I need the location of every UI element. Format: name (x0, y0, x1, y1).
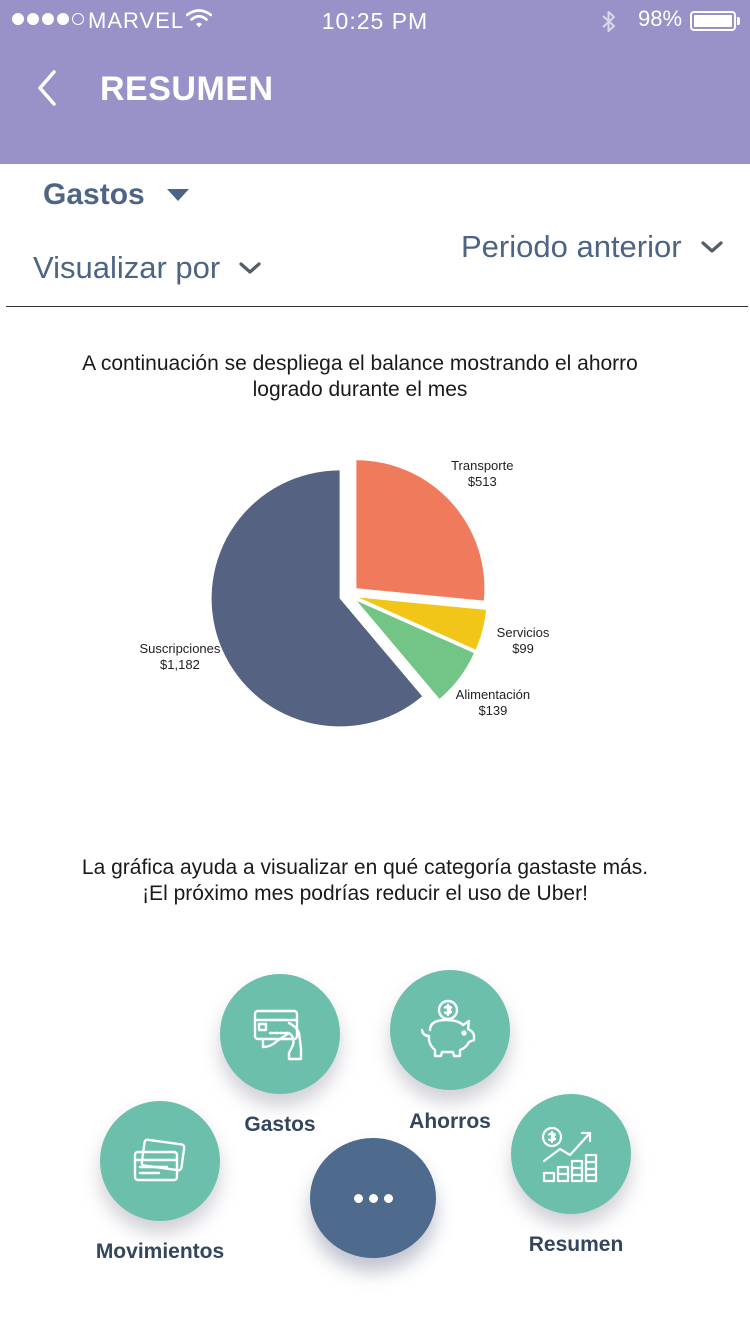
back-button[interactable] (30, 66, 70, 110)
status-time: 10:25 PM (321, 8, 429, 34)
battery-percentage: 98% (638, 6, 683, 31)
view-by-dropdown[interactable]: Visualizar por (33, 250, 262, 286)
pie-value-suscripciones: $1,182 (160, 657, 200, 672)
menu-gastos-label[interactable]: Gastos (244, 1113, 316, 1136)
page-title: RESUMEN (100, 70, 274, 108)
menu-resumen-label[interactable]: Resumen (528, 1233, 624, 1256)
pie-value-servicios: $99 (512, 641, 534, 656)
menu-movimientos-label[interactable]: Movimientos (95, 1240, 225, 1263)
menu-gastos-button[interactable] (220, 974, 340, 1094)
cards-icon (133, 1138, 186, 1182)
menu-ahorros-button[interactable] (390, 970, 510, 1090)
signal-strength-icon (12, 13, 84, 25)
bluetooth-icon (602, 11, 615, 32)
more-dots-icon (383, 1193, 393, 1203)
expenses-pie-chart: Transporte$513Servicios$99Alimentación$1… (139, 458, 550, 727)
battery-tip (737, 17, 740, 25)
app-header: MARVEL 10:25 PM 98% RESUMEN (0, 0, 750, 164)
pie-label-transporte: Transporte (451, 458, 513, 473)
chevron-down-icon (239, 262, 261, 274)
chevron-down-icon (700, 241, 723, 253)
category-dropdown[interactable]: Gastos (43, 178, 189, 212)
pie-slice-alimentación (356, 601, 474, 699)
pie-label-servicios: Servicios (497, 625, 550, 640)
view-by-dropdown-label: Visualizar por (33, 250, 221, 285)
caret-down-icon (166, 189, 189, 201)
period-dropdown-label: Periodo anterior (461, 229, 682, 264)
piggy-bank-icon (420, 999, 476, 1058)
period-dropdown[interactable]: Periodo anterior (461, 229, 724, 265)
menu-movimientos-button[interactable] (100, 1101, 220, 1221)
credit-card-hand-icon (253, 1009, 303, 1061)
pie-slice-servicios (358, 597, 487, 650)
pie-slice-transporte (356, 460, 485, 601)
status-bar: MARVEL 10:25 PM 98% (0, 0, 750, 40)
more-options-button[interactable] (310, 1138, 436, 1258)
pie-value-alimentación: $139 (478, 703, 507, 718)
pie-label-suscripciones: Suscripciones (139, 641, 220, 656)
pie-label-alimentación: Alimentación (456, 687, 530, 702)
carrier-name: MARVEL (88, 8, 185, 33)
intro-text: A continuación se despliega el balance m… (82, 352, 638, 401)
menu-resumen-button[interactable] (511, 1094, 631, 1214)
tip-text: La gráfica ayuda a visualizar en qué cat… (40, 855, 690, 907)
more-dots-icon (353, 1193, 363, 1203)
pie-slice-suscripciones (211, 470, 423, 727)
growth-chart-icon (541, 1126, 598, 1183)
tip-text-line2: ¡El próximo mes podrías reducir el uso d… (142, 882, 588, 905)
tip-text-line1: La gráfica ayuda a visualizar en qué cat… (81, 856, 649, 879)
more-dots-icon (368, 1193, 378, 1203)
battery-icon (690, 11, 736, 31)
category-dropdown-label: Gastos (43, 178, 145, 211)
wifi-icon (186, 9, 212, 28)
pie-value-transporte: $513 (468, 474, 497, 489)
section-divider (6, 306, 748, 307)
menu-ahorros-label[interactable]: Ahorros (409, 1110, 491, 1133)
